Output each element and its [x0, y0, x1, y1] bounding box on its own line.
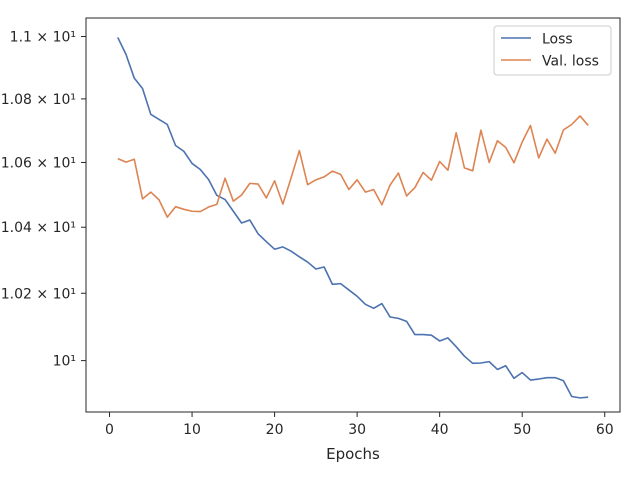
legend: Loss Val. loss	[493, 25, 612, 76]
x-tick-label: 20	[266, 422, 284, 438]
x-tick-label: 50	[513, 422, 531, 438]
x-tick-label: 60	[596, 422, 614, 438]
legend-label-val-loss: Val. loss	[542, 54, 599, 70]
x-tick-label: 30	[348, 422, 366, 438]
series-line-loss	[117, 37, 589, 399]
plot-frame	[85, 17, 621, 413]
x-tick-label: 40	[431, 422, 449, 438]
x-tick-label: 0	[105, 422, 114, 438]
legend-label-loss: Loss	[542, 32, 573, 48]
y-tick-label: 10¹	[53, 354, 76, 370]
y-tick-label: 1.02 × 10¹	[1, 286, 76, 302]
y-tick-label: 1.08 × 10¹	[1, 92, 76, 108]
x-axis-label: Epochs	[326, 445, 380, 463]
y-tick-label: 1.1 × 10¹	[10, 29, 76, 45]
x-tick-label: 10	[183, 422, 201, 438]
y-tick-label: 1.04 × 10¹	[1, 220, 76, 236]
series-line-val-loss	[117, 115, 589, 218]
y-tick-label: 1.06 × 10¹	[1, 155, 76, 171]
